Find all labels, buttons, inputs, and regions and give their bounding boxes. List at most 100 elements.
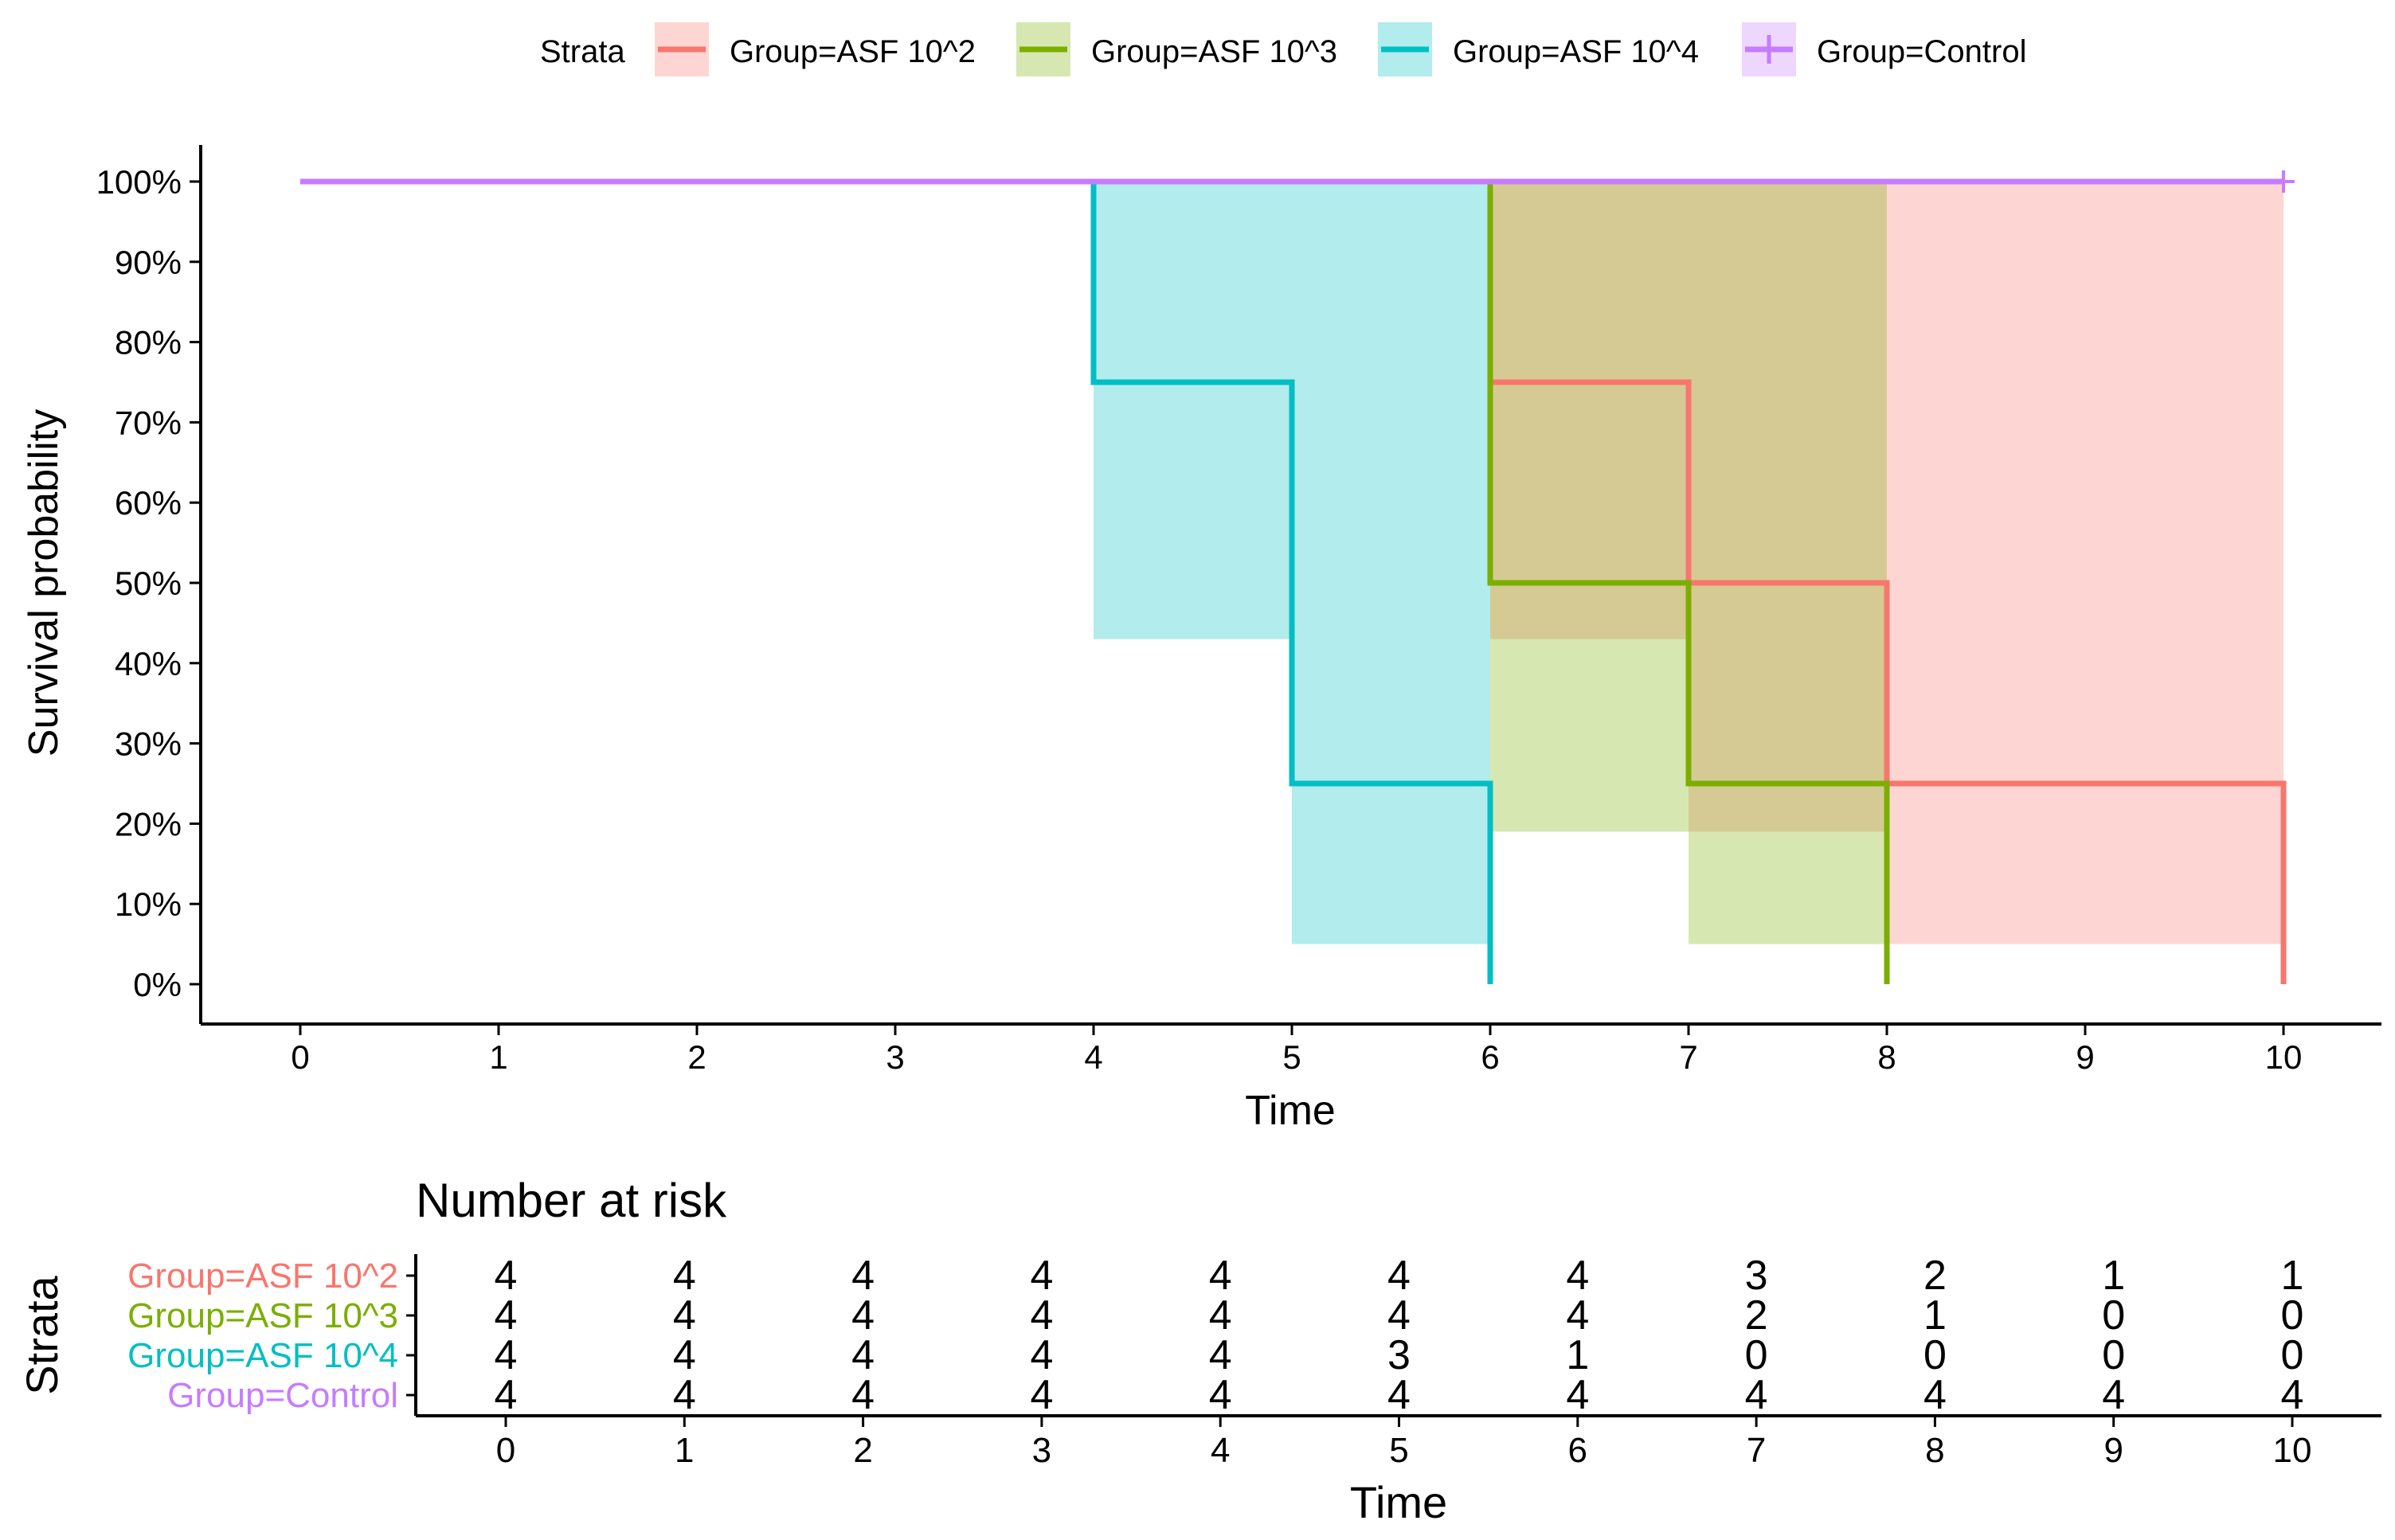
risk-cell: 4 <box>1030 1253 1053 1299</box>
risk-cell: 4 <box>851 1332 875 1378</box>
x-tick-label: 5 <box>1282 1038 1301 1076</box>
risk-row-label: Group=Control <box>167 1376 398 1415</box>
risk-cell: 0 <box>2102 1292 2125 1339</box>
ci-band-group-asf-10-2-0 <box>1490 182 1689 639</box>
y-tick-label: 30% <box>115 725 182 763</box>
risk-cell: 4 <box>1387 1253 1411 1299</box>
legend-item-group-control: Group=Control <box>1742 22 2026 76</box>
x-tick-label: 7 <box>1679 1038 1697 1076</box>
x-axis-title: Time <box>1245 1088 1336 1134</box>
risk-cell: 4 <box>1923 1372 1947 1418</box>
risk-cell: 1 <box>1923 1292 1947 1339</box>
risk-table-title: Number at risk <box>416 1174 727 1227</box>
legend-title: Strata <box>540 34 625 69</box>
y-tick-label: 0% <box>133 966 182 1003</box>
x-tick-label: 10 <box>2265 1038 2303 1076</box>
km-plot: 0% 10% 20% 30% 40% 50% 60% 70% 80% 90% 100% 0 1 2 3 4 5 6… <box>21 145 2381 1134</box>
risk-cell: 4 <box>673 1332 696 1378</box>
risk-cell: 4 <box>673 1372 696 1418</box>
y-tick-label: 40% <box>115 645 182 682</box>
risk-cell: 0 <box>1745 1332 1768 1378</box>
x-tick-label: 9 <box>2076 1038 2094 1076</box>
legend-label: Group=ASF 10^2 <box>730 34 976 69</box>
risk-row-group-asf-10-2: Group=ASF 10^2 4 4 4 4 4 4 4 3 2 1 1 <box>127 1253 2303 1299</box>
risk-x-tick-label: 1 <box>675 1431 694 1470</box>
legend-label: Group=ASF 10^4 <box>1453 34 1699 69</box>
legend: Strata Group=ASF 10^2 Group=ASF 10^3 Group=… <box>540 22 2026 76</box>
risk-cell: 4 <box>495 1332 518 1378</box>
risk-cell: 4 <box>1209 1372 1232 1418</box>
y-tick-label: 20% <box>115 805 182 842</box>
risk-x-tick-label: 3 <box>1032 1431 1051 1470</box>
y-tick-label: 80% <box>115 324 182 362</box>
risk-cell: 4 <box>1209 1253 1232 1299</box>
risk-cell: 1 <box>1566 1332 1589 1378</box>
risk-cell: 4 <box>673 1253 696 1299</box>
risk-cell: 4 <box>1030 1292 1053 1339</box>
risk-cell: 4 <box>1387 1292 1411 1339</box>
x-tick-label: 6 <box>1481 1038 1499 1076</box>
risk-x-tick-label: 8 <box>1925 1431 1944 1470</box>
ci-band-group-asf-10-4-1 <box>1292 182 1490 944</box>
risk-cell: 4 <box>1566 1253 1589 1299</box>
risk-cell: 0 <box>2102 1332 2125 1378</box>
x-tick-label: 0 <box>291 1038 309 1076</box>
legend-label: Group=ASF 10^3 <box>1091 34 1337 69</box>
risk-cell: 4 <box>495 1253 518 1299</box>
risk-cell: 4 <box>1566 1292 1589 1339</box>
risk-cell: 4 <box>1387 1372 1411 1418</box>
x-tick-label: 8 <box>1877 1038 1896 1076</box>
risk-cell: 3 <box>1745 1253 1768 1299</box>
risk-cell: 4 <box>1566 1372 1589 1418</box>
y-tick-label: 90% <box>115 244 182 281</box>
y-tick-label: 100% <box>96 163 182 201</box>
risk-x-tick-label: 7 <box>1747 1431 1766 1470</box>
risk-cell: 4 <box>495 1292 518 1339</box>
risk-row-group-control: Group=Control 4 4 4 4 4 4 4 4 4 4 4 <box>167 1372 2303 1418</box>
ci-band-group-asf-10-2-2 <box>1887 182 2283 944</box>
risk-row-label: Group=ASF 10^3 <box>127 1296 398 1335</box>
risk-cell: 0 <box>1923 1332 1947 1378</box>
risk-row-group-asf-10-3: Group=ASF 10^3 4 4 4 4 4 4 4 2 1 0 0 <box>127 1292 2303 1339</box>
legend-item-group-asf-10-4: Group=ASF 10^4 <box>1378 22 1699 76</box>
y-tick-label: 50% <box>115 565 182 602</box>
legend-item-group-asf-10-3: Group=ASF 10^3 <box>1016 22 1337 76</box>
risk-cell: 4 <box>1209 1292 1232 1339</box>
confidence-bands <box>1094 182 2283 944</box>
y-tick-label: 70% <box>115 404 182 441</box>
y-tick-label: 10% <box>115 885 182 923</box>
risk-cell: 4 <box>2102 1372 2125 1418</box>
risk-x-tick-label: 2 <box>853 1431 872 1470</box>
risk-row-group-asf-10-4: Group=ASF 10^4 4 4 4 4 4 3 1 0 0 0 0 <box>127 1332 2303 1378</box>
risk-cell: 4 <box>1030 1372 1053 1418</box>
risk-row-label: Group=ASF 10^4 <box>127 1336 398 1375</box>
legend-label: Group=Control <box>1817 34 2026 69</box>
risk-cell: 1 <box>2102 1253 2125 1299</box>
y-axis-title: Survival probability <box>21 409 67 756</box>
risk-row-label: Group=ASF 10^2 <box>127 1257 398 1296</box>
risk-cell: 0 <box>2281 1292 2304 1339</box>
ci-band-group-asf-10-2-1 <box>1689 182 1887 832</box>
risk-x-tick-label: 9 <box>2103 1431 2123 1470</box>
risk-cell: 4 <box>851 1253 875 1299</box>
x-tick-label: 4 <box>1084 1038 1102 1076</box>
risk-cell: 4 <box>1209 1332 1232 1378</box>
risk-cell: 4 <box>851 1372 875 1418</box>
survival-curves <box>300 170 2295 984</box>
x-tick-label: 2 <box>687 1038 706 1076</box>
risk-cell: 4 <box>2281 1372 2304 1418</box>
ci-band-group-asf-10-3-0 <box>1490 182 1689 832</box>
ci-band-group-asf-10-4-0 <box>1094 182 1292 639</box>
risk-cell: 2 <box>1745 1292 1768 1339</box>
risk-x-axis-title: Time <box>1350 1477 1447 1527</box>
risk-cell: 4 <box>851 1292 875 1339</box>
risk-cell: 1 <box>2281 1253 2304 1299</box>
risk-cell: 2 <box>1923 1253 1947 1299</box>
km-axes: 0% 10% 20% 30% 40% 50% 60% 70% 80% 90% 100% 0 1 2 3 4 5 6… <box>21 145 2381 1134</box>
risk-cell: 0 <box>2281 1332 2304 1378</box>
x-tick-label: 1 <box>489 1038 507 1076</box>
risk-cell: 4 <box>495 1372 518 1418</box>
y-tick-label: 60% <box>115 484 182 522</box>
risk-x-tick-label: 0 <box>496 1431 515 1470</box>
